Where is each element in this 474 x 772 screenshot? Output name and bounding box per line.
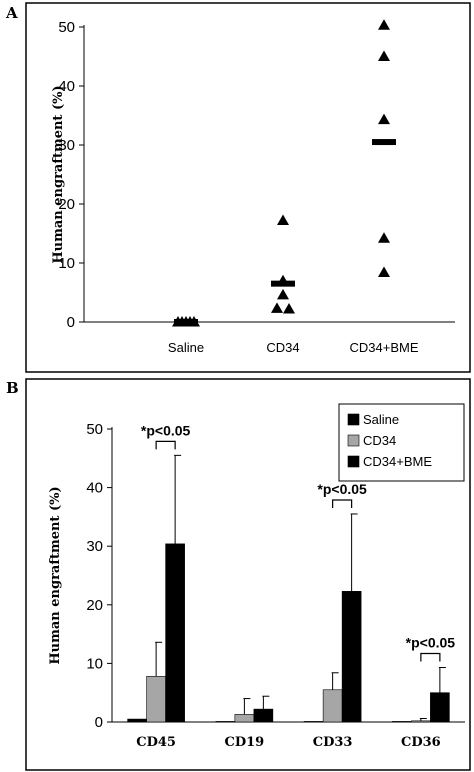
panel-b-y-tick-label: 30 [86, 538, 103, 555]
panel-b-y-tick-label: 40 [86, 480, 103, 497]
panel-a-median-line [174, 319, 198, 325]
panel-b-significance-bracket [420, 652, 441, 662]
panel-b-bar [127, 718, 147, 723]
panel-a-medians [174, 139, 396, 325]
panel-a-frame [25, 2, 471, 373]
panel-a-category-label: CD34+BME [350, 340, 419, 355]
panel-b-significance-annotations: *p<0.05 *p<0.05 *p<0.05 [141, 422, 456, 662]
panel-b-y-axis-label: Human engraftment (%) [48, 486, 63, 664]
panel-a-median-line [271, 280, 295, 287]
panel-b-legend-swatch [347, 434, 360, 447]
panel-a-point [378, 266, 390, 277]
panel-b-bar [430, 692, 450, 723]
panel-a-y-tick-label: 50 [58, 19, 75, 36]
panel-b-bar [341, 591, 362, 723]
panel-b-y-tick-label: 10 [86, 655, 103, 672]
panel-b-bar [392, 721, 412, 723]
panel-b-category-label: CD36 [401, 735, 441, 750]
panel-a-y-tick-label: 0 [67, 314, 75, 331]
panel-b-y-tick-label: 0 [95, 714, 103, 731]
panel-a-point [277, 288, 289, 300]
panel-b-bars [127, 543, 450, 723]
panel-a-category-label: Saline [168, 340, 204, 355]
panel-a-axes [79, 25, 455, 323]
panel-b-legend: Saline CD34 CD34+BME [338, 403, 465, 482]
panel-a-point [378, 113, 390, 125]
panel-b: B Human engraftment (%) 0 10 20 30 40 50 CD45… [6, 378, 471, 771]
panel-a-point [277, 214, 289, 226]
panel-a-median-line [372, 139, 396, 146]
panel-b-category-label: CD33 [313, 735, 353, 750]
panel-b-significance-label: *p<0.05 [317, 481, 367, 497]
panel-b-significance-label: *p<0.05 [141, 422, 191, 438]
panel-b-significance-bracket [332, 499, 353, 508]
panel-a-point [378, 50, 390, 61]
panel-a-y-tick-label: 20 [58, 196, 75, 213]
panel-b-bar [322, 689, 343, 723]
panel-b-significance-label: *p<0.05 [406, 635, 456, 651]
panel-a-category-label: CD34 [266, 340, 299, 355]
panel-a-point [378, 19, 390, 30]
panel-b-error-bars [155, 454, 446, 721]
panel-b-bar [215, 721, 236, 723]
panel-a-point [283, 303, 295, 314]
panel-b-tick-labels: 0 10 20 30 40 50 [86, 421, 103, 731]
panel-b-legend-box [338, 403, 465, 482]
panel-a-y-tick-label: 10 [58, 255, 75, 272]
panel-b-frame [25, 378, 471, 771]
panel-b-bar [411, 720, 431, 723]
panel-a-points [172, 19, 390, 327]
panel-a-point [378, 232, 390, 243]
panel-b-bar [165, 543, 185, 723]
panel-a-y-tick-label: 40 [58, 78, 75, 95]
panel-a-category-labels: Saline CD34 CD34+BME [168, 340, 419, 355]
panel-a: A Human engraftment (%) 0 10 20 30 40 50 Sali… [5, 2, 471, 373]
panel-b-legend-label: CD34+BME [363, 454, 432, 469]
panel-b-bar [146, 675, 166, 723]
panel-a-point [271, 302, 283, 313]
panel-b-bar [234, 714, 255, 723]
panel-a-letter: A [5, 4, 18, 22]
panel-b-legend-label: Saline [363, 412, 399, 427]
panel-b-legend-swatch [347, 455, 360, 468]
panel-b-category-labels: CD45 CD19 CD33 CD36 [136, 735, 440, 750]
panel-b-legend-swatch [347, 413, 360, 426]
panel-b-legend-label: CD34 [363, 433, 396, 448]
panel-a-tick-labels: 0 10 20 30 40 50 [58, 19, 75, 331]
panel-a-y-tick-label: 30 [58, 137, 75, 154]
panel-b-bar [303, 721, 324, 723]
panel-b-category-label: CD45 [136, 735, 176, 750]
panel-b-y-tick-label: 20 [86, 597, 103, 614]
panel-b-y-tick-label: 50 [86, 421, 103, 438]
panel-b-bar [253, 708, 274, 723]
panel-a-y-axis-label: Human engraftment (%) [51, 85, 66, 263]
panel-b-significance-bracket [155, 440, 176, 450]
panel-b-letter: B [6, 379, 19, 397]
panel-b-category-label: CD19 [225, 735, 265, 750]
